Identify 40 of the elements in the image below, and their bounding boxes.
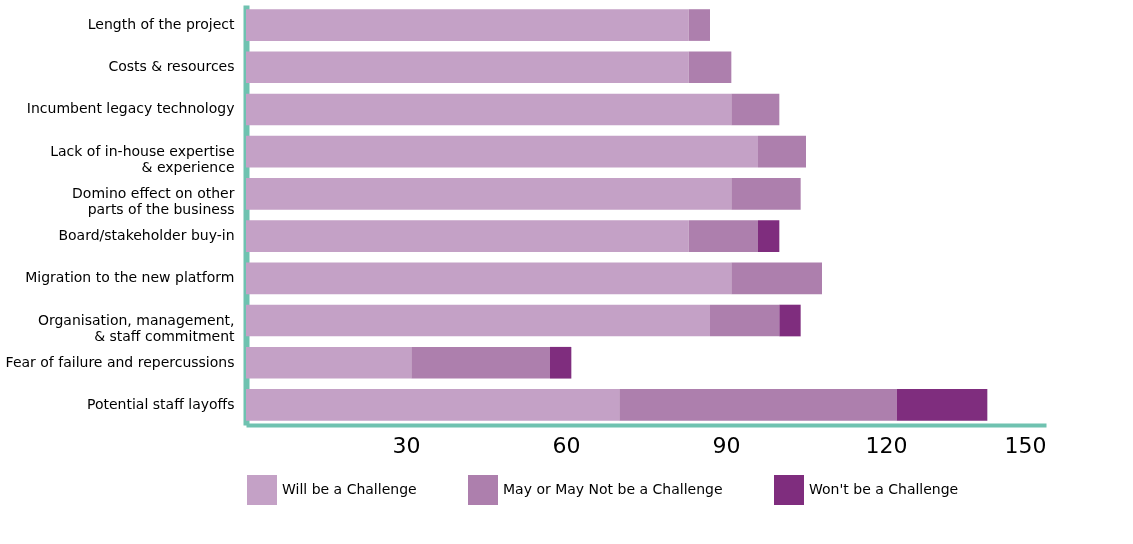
bar: [246, 262, 732, 295]
x-tick-label: 150: [1004, 432, 1047, 458]
x-tick-label: 30: [392, 432, 421, 458]
legend-label: May or May Not be a Challenge: [503, 481, 723, 497]
y-tick-label: Incumbent legacy technology: [26, 100, 235, 117]
bar: [688, 220, 758, 252]
x-tick-label: 120: [865, 432, 908, 458]
bar: [411, 346, 550, 379]
bar: [758, 220, 780, 252]
bar: [731, 93, 780, 126]
y-tick-label: Domino effect on other parts of the business: [72, 184, 235, 217]
bar: [246, 135, 758, 168]
legend-label: Will be a Challenge: [282, 481, 417, 497]
bar: [896, 389, 988, 421]
bar: [246, 220, 689, 252]
bar: [731, 178, 801, 210]
y-tick-label: Lack of in-house expertise & experience: [50, 142, 235, 175]
bar: [731, 262, 822, 295]
bar: [688, 51, 732, 84]
y-tick-label: Migration to the new platform: [25, 269, 235, 286]
y-tick-label: Board/stakeholder buy-in: [58, 227, 235, 244]
x-tick-label: 90: [712, 432, 741, 458]
bar: [246, 9, 689, 41]
y-tick-label: Length of the project: [87, 16, 236, 33]
y-tick-label: Organisation, management, & staff commitment: [37, 311, 236, 344]
bar: [246, 346, 412, 379]
bar: [246, 93, 732, 126]
legend-label: Won't be a Challenge: [809, 481, 959, 497]
y-tick-label: Fear of failure and repercussions: [5, 353, 235, 370]
bar: [246, 51, 689, 84]
bar: [688, 9, 710, 41]
bar: [779, 304, 801, 337]
bar: [246, 178, 732, 210]
y-tick-label: Potential staff layoffs: [87, 395, 235, 412]
bar: [550, 346, 572, 379]
bar: [758, 135, 806, 168]
x-tick-label: 60: [552, 432, 581, 458]
y-tick-label: Costs & resources: [108, 58, 235, 75]
bar: [710, 304, 780, 337]
bar: [246, 304, 710, 337]
